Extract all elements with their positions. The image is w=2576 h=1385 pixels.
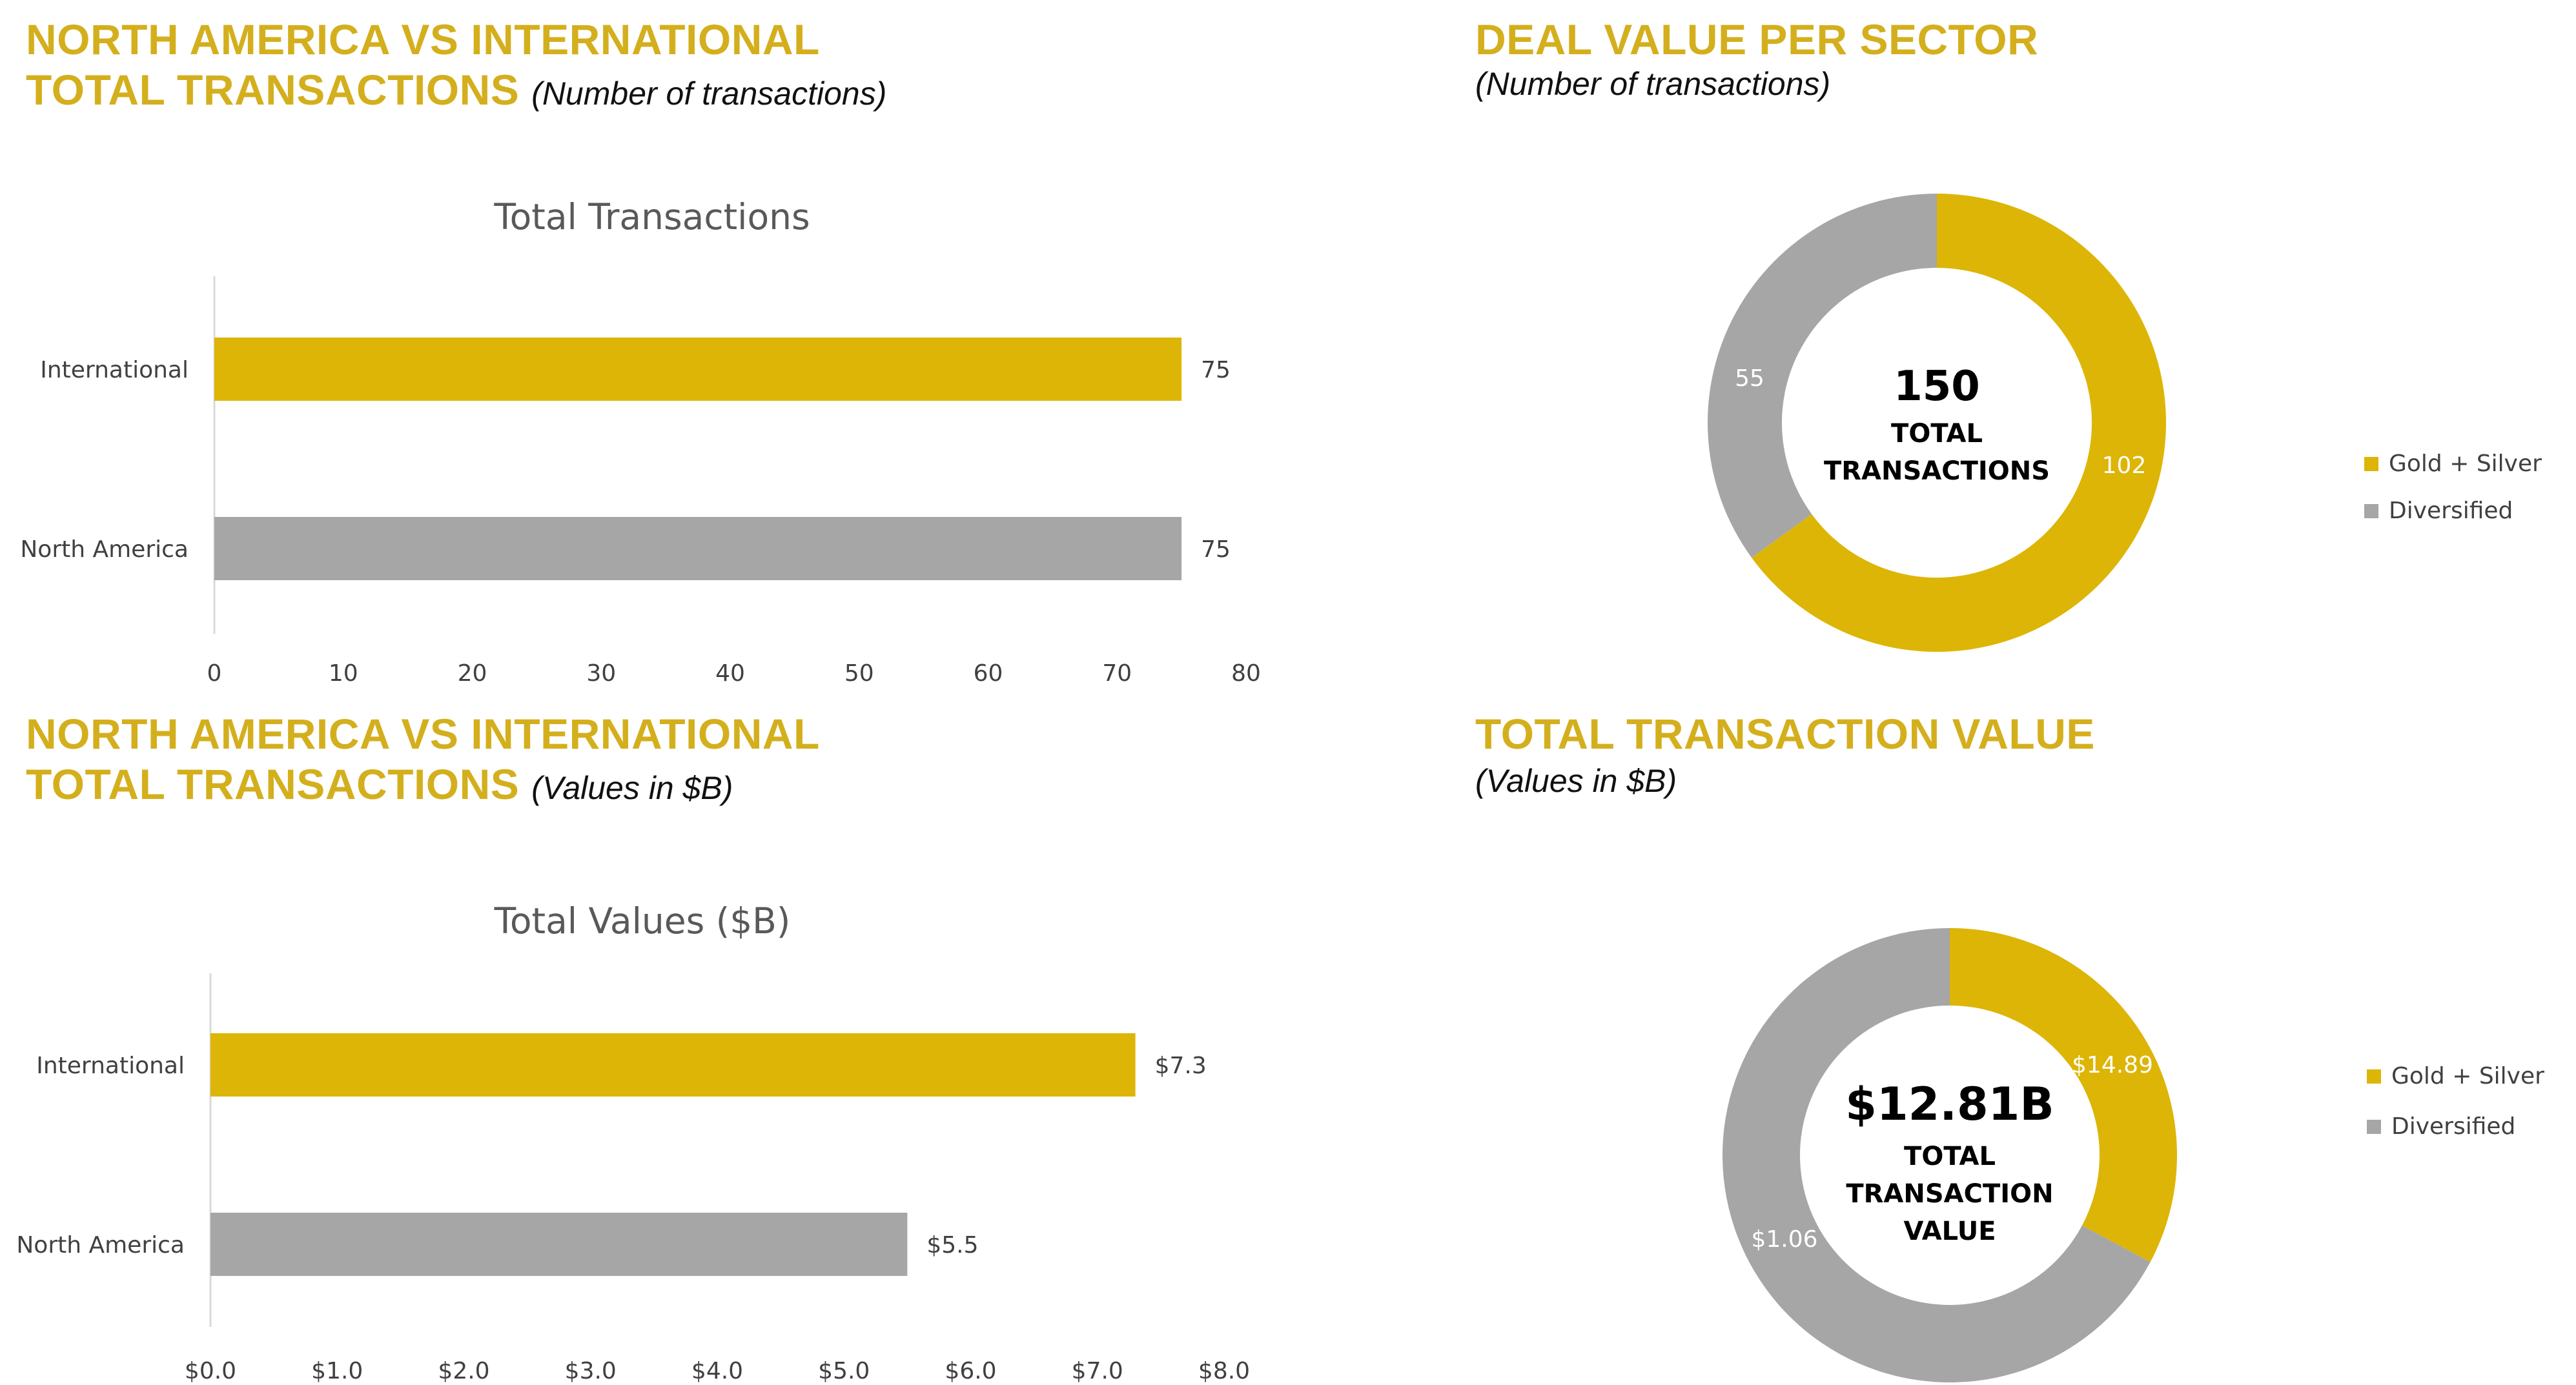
- tl-heading: NORTH AMERICA VS INTERNATIONAL TOTAL TRA…: [26, 14, 886, 119]
- slice-value-label: $1.06: [1751, 1226, 1817, 1253]
- data-label: 75: [1201, 536, 1231, 563]
- chart-title: Total Values ($B): [494, 900, 791, 942]
- bar-international: [210, 1033, 1136, 1097]
- legend-swatch: [2367, 1069, 2381, 1084]
- x-tick-label: $6.0: [945, 1358, 996, 1384]
- category-label: International: [40, 357, 189, 383]
- x-tick-label: $2.0: [438, 1358, 489, 1384]
- chart-title: Total Transactions: [493, 196, 810, 238]
- slice-value-label: 55: [1735, 365, 1764, 392]
- slice-value-label: 102: [2102, 452, 2147, 479]
- center-value: $12.81B: [1845, 1078, 2054, 1131]
- legend-label: Gold + Silver: [2391, 1063, 2544, 1089]
- x-tick-label: 10: [329, 660, 358, 687]
- tr-heading: DEAL VALUE PER SECTOR: [1475, 14, 2038, 65]
- x-tick-label: 80: [1231, 660, 1261, 687]
- x-tick-label: 0: [207, 660, 222, 687]
- legend-label: Diversified: [2391, 1113, 2515, 1140]
- tl-heading-line2: TOTAL TRANSACTIONS: [26, 66, 520, 114]
- data-label: $5.5: [926, 1232, 978, 1259]
- x-tick-label: $5.0: [818, 1358, 870, 1384]
- x-tick-label: 30: [586, 660, 616, 687]
- bl-heading-sub: (Values in $B): [531, 770, 733, 806]
- x-tick-label: $8.0: [1198, 1358, 1250, 1384]
- x-tick-label: $3.0: [565, 1358, 617, 1384]
- x-tick-label: $0.0: [185, 1358, 236, 1384]
- center-text: TRANSACTIONS: [1824, 456, 2050, 486]
- category-label: North America: [20, 536, 189, 563]
- tl-bar-chart: Total Transactions International 75 North A…: [20, 196, 1261, 687]
- bar-international: [214, 338, 1182, 401]
- tr-donut-chart: 102 55 150 TOTAL TRANSACTIONS Gold + Silver Di…: [1708, 194, 2542, 652]
- center-text: TRANSACTION: [1846, 1179, 2053, 1209]
- br-donut-chart: $14.89 $1.06 $12.81B TOTAL TRANSACTION VALUE G…: [1722, 928, 2544, 1382]
- center-value: 150: [1894, 363, 1980, 410]
- legend-swatch: [2364, 457, 2378, 471]
- legend-swatch: [2364, 504, 2378, 518]
- data-label: 75: [1201, 357, 1231, 383]
- x-tick-label: 50: [844, 660, 874, 687]
- x-tick-label: $1.0: [311, 1358, 363, 1384]
- slice-gold-silver: [1752, 194, 2166, 652]
- x-tick-label: 60: [974, 660, 1003, 687]
- tr-heading-title: DEAL VALUE PER SECTOR: [1475, 15, 2039, 63]
- legend-label: Diversified: [2389, 498, 2513, 524]
- br-heading: TOTAL TRANSACTION VALUE: [1475, 709, 2095, 759]
- legend-label: Gold + Silver: [2389, 450, 2542, 477]
- br-heading-sub: (Values in $B): [1475, 763, 1677, 799]
- data-label: $7.3: [1155, 1053, 1207, 1079]
- slice-gold-silver: [1950, 928, 2177, 1262]
- br-heading-title: TOTAL TRANSACTION VALUE: [1475, 710, 2095, 758]
- center-text: VALUE: [1903, 1217, 1996, 1246]
- x-tick-label: $4.0: [691, 1358, 743, 1384]
- tl-heading-sub: (Number of transactions): [531, 76, 887, 112]
- bl-heading-line2: TOTAL TRANSACTIONS: [26, 760, 520, 808]
- x-tick-label: 70: [1102, 660, 1132, 687]
- x-tick-label: $7.0: [1072, 1358, 1123, 1384]
- bl-heading: NORTH AMERICA VS INTERNATIONAL TOTAL TRA…: [26, 709, 820, 813]
- slice-diversified: [1708, 194, 1937, 558]
- category-label: North America: [16, 1232, 185, 1259]
- bar-north-america: [214, 517, 1182, 580]
- bar-north-america: [210, 1213, 908, 1276]
- x-tick-label: 40: [715, 660, 745, 687]
- slice-diversified: [1722, 928, 2151, 1382]
- bl-heading-line1: NORTH AMERICA VS INTERNATIONAL: [26, 710, 820, 758]
- legend-swatch: [2367, 1120, 2381, 1134]
- bl-bar-chart: Total Values ($B) International $7.3 North …: [16, 900, 1250, 1384]
- center-text: TOTAL: [1891, 419, 1983, 449]
- category-label: International: [36, 1053, 185, 1079]
- tl-heading-line1: NORTH AMERICA VS INTERNATIONAL: [26, 15, 820, 63]
- x-tick-label: 20: [458, 660, 487, 687]
- center-text: TOTAL: [1904, 1142, 1996, 1171]
- slice-value-label: $14.89: [2072, 1052, 2153, 1078]
- tr-heading-sub: (Number of transactions): [1475, 66, 1831, 102]
